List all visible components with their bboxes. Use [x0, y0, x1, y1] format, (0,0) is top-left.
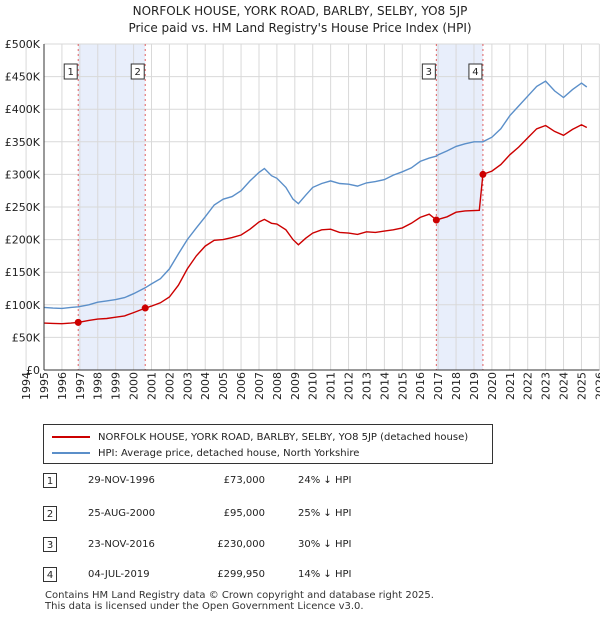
y-tick-label: £400K [5, 103, 41, 116]
x-tick-label: 2002 [163, 372, 176, 400]
x-tick-label: 2022 [522, 372, 535, 400]
legend-swatch-property [52, 436, 90, 438]
table-row: 2 25-AUG-2000 £95,000 25% ↓ HPI [40, 506, 560, 524]
sale-price: £73,000 [223, 475, 265, 486]
y-tick-label: £100K [5, 299, 41, 312]
sale-number-box-frame [63, 63, 78, 80]
sale-price: £299,950 [217, 569, 265, 580]
x-tick-label: 2007 [253, 372, 266, 400]
footer-line-licence: This data is licensed under the Open Gov… [45, 601, 364, 612]
sale-point-1 [74, 318, 82, 326]
sale-hpi-diff: 25% ↓ HPI [298, 508, 352, 519]
sale-number-badge: 4 [43, 567, 57, 582]
y-tick-label: £450K [5, 71, 41, 84]
chart-legend: NORFOLK HOUSE, YORK ROAD, BARLBY, SELBY,… [43, 424, 493, 464]
x-tick-label: 2026 [593, 372, 600, 400]
sale-number-box-4: 4 [468, 63, 483, 80]
chart-subtitle: Price paid vs. HM Land Registry's House … [128, 21, 471, 35]
sale-point-4 [479, 170, 487, 178]
legend-label-property: NORFOLK HOUSE, YORK ROAD, BARLBY, SELBY,… [98, 431, 469, 443]
table-row: 3 23-NOV-2016 £230,000 30% ↓ HPI [40, 537, 560, 555]
x-tick-label: 2024 [558, 372, 571, 400]
sale-number-label: 4 [472, 67, 478, 78]
footer-line-copyright: Contains HM Land Registry data © Crown c… [45, 590, 434, 601]
x-tick-label: 2012 [343, 372, 356, 400]
sale-date: 04-JUL-2019 [88, 569, 150, 580]
sale-number-box-3: 3 [421, 63, 436, 80]
sale-number-badge: 1 [43, 473, 57, 488]
legend-item-property: NORFOLK HOUSE, YORK ROAD, BARLBY, SELBY,… [52, 430, 468, 444]
sale-price: £230,000 [217, 539, 265, 550]
sale-date: 23-NOV-2016 [88, 539, 155, 550]
sale-hpi-diff: 14% ↓ HPI [298, 569, 352, 580]
x-tick-label: 2010 [307, 372, 320, 400]
sale-point-3 [432, 216, 440, 224]
chart-title: NORFOLK HOUSE, YORK ROAD, BARLBY, SELBY,… [133, 4, 468, 18]
table-row: 1 29-NOV-1996 £73,000 24% ↓ HPI [40, 473, 560, 491]
x-tick-label: 1999 [110, 372, 123, 400]
sale-number-box-2: 2 [130, 63, 145, 80]
sale-price: £95,000 [223, 508, 265, 519]
x-tick-label: 2023 [540, 372, 553, 400]
x-tick-label: 2016 [414, 372, 427, 400]
x-tick-label: 2021 [504, 372, 517, 400]
series-hpi-line [43, 80, 588, 310]
table-row: 4 04-JUL-2019 £299,950 14% ↓ HPI [40, 567, 560, 585]
sale-number-badge: 2 [43, 506, 57, 521]
sale-date: 25-AUG-2000 [88, 508, 156, 519]
x-tick-label: 2005 [217, 372, 230, 400]
y-tick-label: £300K [5, 168, 41, 181]
sale-number-box-frame [468, 63, 483, 80]
x-tick-label: 2015 [396, 372, 409, 400]
legend-item-hpi: HPI: Average price, detached house, Nort… [52, 446, 359, 460]
x-tick-label: 2006 [235, 372, 248, 400]
sale-number-label: 2 [135, 67, 141, 78]
y-tick-label: £50K [12, 331, 41, 344]
sale-number-box-1: 1 [63, 63, 78, 80]
sale-point-2 [141, 304, 149, 312]
x-tick-label: 2025 [575, 372, 588, 400]
sale-number-label: 1 [68, 67, 74, 78]
y-tick-label: £250K [5, 201, 41, 214]
x-tick-label: 2008 [271, 372, 284, 400]
x-tick-label: 2004 [199, 372, 212, 400]
x-tick-label: 2003 [181, 372, 194, 400]
x-tick-label: 2001 [145, 372, 158, 400]
sale-number-label: 3 [426, 67, 432, 78]
price-chart: NORFOLK HOUSE, YORK ROAD, BARLBY, SELBY,… [5, 4, 600, 400]
legend-swatch-hpi [52, 452, 90, 454]
x-tick-label: 2000 [128, 372, 141, 400]
x-tick-label: 1994 [20, 372, 33, 400]
x-tick-label: 2017 [432, 372, 445, 400]
y-tick-label: £350K [5, 136, 41, 149]
x-tick-label: 1996 [56, 372, 69, 400]
sale-date: 29-NOV-1996 [88, 475, 155, 486]
series-property-line [43, 124, 588, 325]
sale-number-badge: 3 [43, 537, 57, 552]
x-tick-label: 2020 [486, 372, 499, 400]
x-tick-label: 2019 [468, 372, 481, 400]
y-tick-label: £0 [26, 364, 40, 377]
x-tick-label: 1997 [74, 372, 87, 400]
x-tick-label: 2009 [289, 372, 302, 400]
x-tick-label: 2011 [325, 372, 338, 400]
x-tick-label: 1998 [92, 372, 105, 400]
sale-number-box-frame [421, 63, 436, 80]
sale-number-box-frame [130, 63, 145, 80]
x-tick-label: 2018 [450, 372, 463, 400]
footer-attribution: Contains HM Land Registry data © Crown c… [45, 590, 434, 612]
x-tick-label: 1995 [38, 372, 51, 400]
sale-hpi-diff: 24% ↓ HPI [298, 475, 352, 486]
x-tick-label: 2014 [378, 372, 391, 400]
legend-label-hpi: HPI: Average price, detached house, Nort… [98, 447, 360, 459]
y-tick-label: £150K [5, 266, 41, 279]
y-tick-label: £200K [5, 234, 41, 247]
x-tick-label: 2013 [360, 372, 373, 400]
y-tick-label: £500K [5, 38, 41, 51]
sale-hpi-diff: 30% ↓ HPI [298, 539, 352, 550]
